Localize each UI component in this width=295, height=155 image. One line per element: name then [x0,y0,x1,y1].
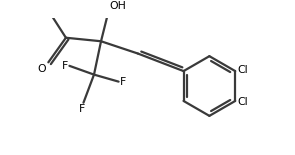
Text: Cl: Cl [237,65,248,75]
Text: F: F [78,104,85,114]
Text: O: O [37,64,46,74]
Text: F: F [61,61,68,71]
Text: OH: OH [110,0,127,11]
Text: Cl: Cl [237,97,248,107]
Text: F: F [120,77,127,87]
